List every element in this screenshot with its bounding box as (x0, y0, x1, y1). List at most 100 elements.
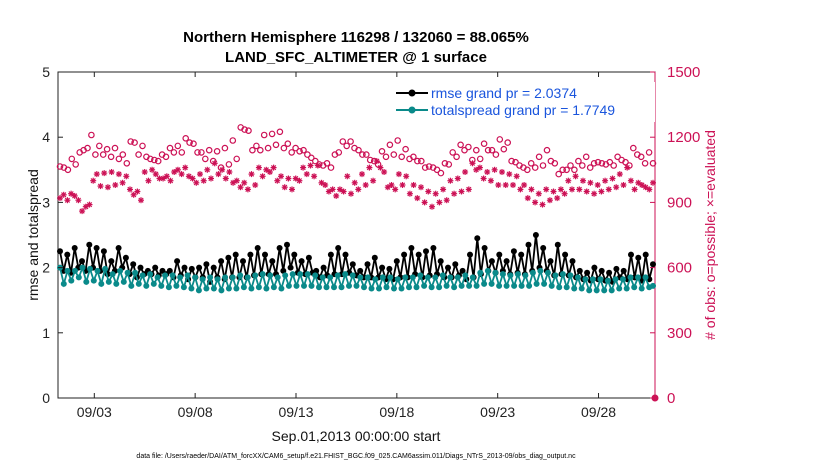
spread-point (207, 274, 214, 281)
spread-point (409, 274, 416, 281)
possible-point (205, 146, 213, 154)
evaluated-point (303, 171, 310, 178)
rmse-point (335, 245, 342, 251)
spread-point (128, 282, 135, 289)
possible-point (256, 146, 264, 154)
evaluated-point (289, 186, 295, 193)
rmse-point (364, 261, 371, 268)
rmse-point (188, 265, 195, 272)
rmse-point (452, 261, 459, 268)
possible-point (84, 144, 91, 152)
possible-point (170, 149, 178, 156)
evaluated-point (152, 171, 159, 178)
evaluated-point (141, 169, 148, 175)
evaluated-point (101, 170, 108, 177)
possible-point (154, 157, 162, 165)
chart-title: Northern Hemisphere 116298 / 132060 = 88… (183, 29, 529, 46)
rmse-point (635, 254, 642, 261)
spread-point (574, 274, 581, 281)
spread-point (552, 272, 559, 279)
possible-point (433, 166, 441, 174)
possible-point (347, 138, 354, 145)
rmse-point (591, 264, 598, 271)
possible-point (382, 153, 390, 161)
possible-point (343, 142, 351, 150)
possible-point (590, 160, 598, 167)
left-tick-label: 5 (42, 64, 50, 80)
evaluated-point (244, 186, 251, 193)
possible-point (139, 142, 146, 150)
possible-point (233, 155, 241, 163)
spread-point (192, 274, 199, 281)
spread-point (518, 282, 525, 289)
evaluated-point (532, 199, 539, 206)
possible-point (539, 162, 547, 169)
spread-point (173, 282, 180, 289)
evaluated-point (557, 186, 564, 193)
possible-point (449, 149, 457, 156)
spread-point (394, 276, 401, 283)
spread-point (361, 284, 367, 291)
evaluated-point (646, 186, 653, 193)
evaluated-point (510, 182, 516, 188)
spread-point (90, 277, 97, 284)
spread-point (338, 284, 345, 291)
spread-point (492, 269, 499, 276)
evaluated-point (476, 164, 483, 171)
evaluated-point (204, 166, 211, 173)
spread-point (559, 271, 566, 278)
rmse-point (532, 232, 539, 238)
right-tick-label: 300 (667, 325, 692, 342)
rmse-point (379, 264, 386, 271)
spread-point (105, 278, 112, 285)
spread-point (109, 271, 116, 278)
spread-point (413, 284, 420, 291)
spread-point (94, 267, 101, 274)
spread-point (597, 276, 604, 283)
evaluated-point (71, 192, 78, 199)
evaluated-point (447, 177, 454, 184)
spread-point (424, 274, 431, 281)
possible-point (245, 127, 252, 135)
evaluated-point (167, 177, 174, 184)
rmse-point (174, 258, 181, 265)
spread-point (132, 269, 139, 276)
spread-point (349, 272, 356, 279)
possible-point (563, 166, 570, 174)
spread-point (244, 274, 251, 281)
possible-point (339, 138, 347, 145)
rmse-point (430, 245, 437, 251)
possible-point (88, 131, 95, 139)
spread-point (278, 285, 285, 292)
evaluated-point (266, 169, 273, 175)
possible-point (472, 146, 480, 154)
rmse-point (93, 245, 100, 251)
x-tick-label: 09/03 (77, 404, 112, 420)
rmse-point (628, 251, 634, 258)
possible-point (441, 160, 449, 167)
possible-point (390, 151, 398, 158)
rmse-point (152, 264, 159, 271)
spread-point (627, 274, 634, 281)
legend-rmse-marker (408, 89, 416, 97)
possible-point (378, 148, 386, 155)
evaluated-point (248, 171, 255, 178)
spread-point (120, 278, 127, 285)
possible-point (492, 151, 500, 158)
possible-point (68, 155, 76, 163)
evaluated-point (543, 186, 550, 193)
possible-point (276, 128, 284, 136)
x-tick-label: 09/08 (178, 404, 213, 420)
spread-point (616, 285, 623, 292)
evaluated-point (594, 182, 601, 188)
evaluated-point (215, 171, 222, 178)
spread-point (248, 285, 255, 292)
possible-point (488, 146, 496, 154)
possible-point (535, 153, 543, 161)
spread-point (421, 282, 428, 289)
evaluated-point (410, 182, 417, 188)
possible-point (531, 164, 539, 171)
evaluated-point (480, 175, 487, 182)
spread-point (578, 285, 585, 292)
evaluated-point (219, 166, 226, 173)
